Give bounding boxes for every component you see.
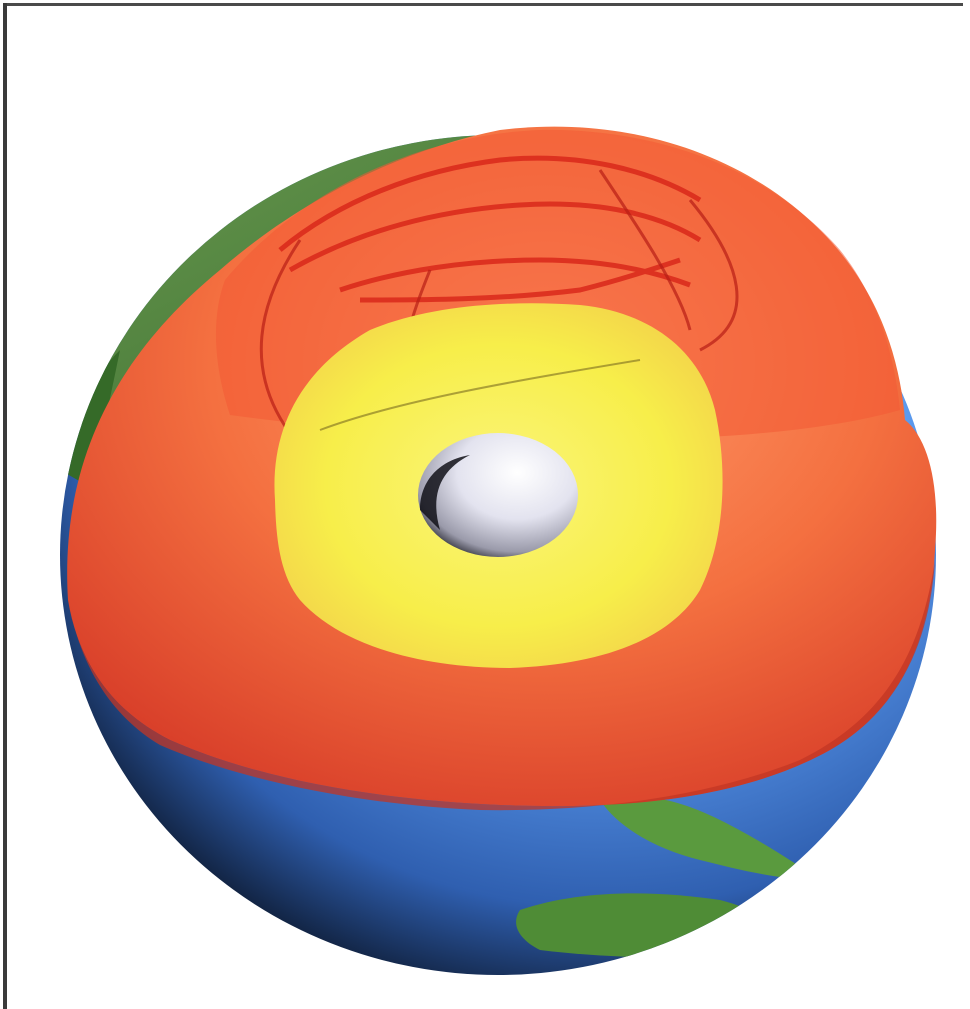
inner-core <box>418 433 578 557</box>
convection-arcs <box>278 155 702 303</box>
frame-border-left <box>3 3 7 1009</box>
frame-border-top <box>3 3 963 6</box>
